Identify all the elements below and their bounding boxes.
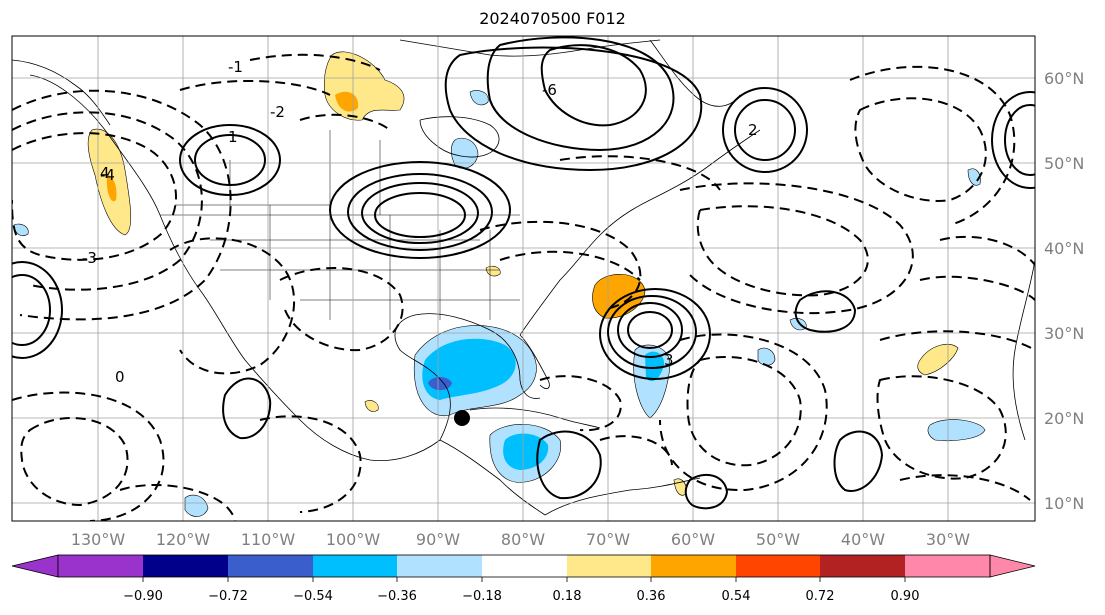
yucatan-marker xyxy=(454,410,470,426)
contour-label-2: 2 xyxy=(748,121,758,139)
shaded-regions xyxy=(13,51,986,517)
shade-pacific-lb-south xyxy=(184,494,209,517)
colorbar-tick-label-7: 0.36 xyxy=(637,589,666,604)
negative-contours xyxy=(12,53,1035,521)
colorbar-lower-extension xyxy=(11,554,59,578)
shade-pacific-orange xyxy=(106,177,117,202)
colorbar-swatch-11 xyxy=(905,555,990,577)
colorbar-swatch-10 xyxy=(820,555,905,577)
contour-label-1: 1 xyxy=(228,128,238,146)
colorbar-tick-label-9: 0.72 xyxy=(806,589,835,604)
longitude-axis: 130°W 120°W 110°W 100°W 90°W 80°W 70°W 6… xyxy=(71,530,970,549)
lon-label-40w: 40°W xyxy=(841,530,885,549)
contour-label-minus-6: -6 xyxy=(542,81,557,99)
colorbar-swatch-7 xyxy=(567,555,651,577)
shade-mexico-yellow xyxy=(364,400,379,412)
contour-label-minus-3: -3 xyxy=(82,249,97,267)
colorbar-tick-label-2: −0.72 xyxy=(208,589,248,604)
colorbar-swatch-1 xyxy=(58,555,143,577)
colorbar-swatch-6 xyxy=(482,555,567,577)
contour-label-0: 0 xyxy=(115,368,125,386)
lat-label-30n: 30°N xyxy=(1044,324,1084,343)
lon-label-110w: 110°W xyxy=(241,530,296,549)
colorbar-upper-extension xyxy=(989,554,1036,578)
shade-east-atlantic-light-blue xyxy=(927,419,986,441)
alaska xyxy=(12,59,111,126)
north-america-west-coast xyxy=(29,74,441,461)
south-america-north xyxy=(544,477,701,516)
colorbar-swatch-3 xyxy=(228,555,313,577)
lat-label-40n: 40°N xyxy=(1044,239,1084,258)
colorbar-tick-label-3: −0.54 xyxy=(293,589,333,604)
contour-label-minus-4: -4 xyxy=(100,166,115,184)
lon-label-120w: 120°W xyxy=(156,530,211,549)
colorbar-tick-label-10: 0.90 xyxy=(891,589,920,604)
lon-label-30w: 30°W xyxy=(926,530,970,549)
contour-label-minus-1: -1 xyxy=(228,58,243,76)
colorbar-tick-label-6: 0.18 xyxy=(553,589,582,604)
hudson-bay xyxy=(419,116,500,158)
lon-label-80w: 80°W xyxy=(501,530,545,549)
shade-atlantic-blue xyxy=(645,351,665,382)
colorbar-swatch-9 xyxy=(736,555,820,577)
positive-contours xyxy=(12,36,1035,510)
lon-label-90w: 90°W xyxy=(416,530,460,549)
colorbar-outline xyxy=(57,554,991,578)
lat-label-10n: 10°N xyxy=(1044,494,1084,513)
gulf-coast xyxy=(394,313,541,441)
shade-canada-orange xyxy=(335,91,359,112)
lon-label-60w: 60°W xyxy=(671,530,715,549)
colorbar-tick-label-1: −0.90 xyxy=(123,589,163,604)
shade-west-lb xyxy=(13,223,29,236)
lon-label-70w: 70°W xyxy=(586,530,630,549)
colorbar-ticks xyxy=(142,577,906,582)
colorbar-tick-label-4: −0.36 xyxy=(377,589,417,604)
contour-label-3: 3 xyxy=(664,351,674,369)
colorbar-swatch-4 xyxy=(313,555,397,577)
colorbar-swatch-2 xyxy=(143,555,228,577)
lat-label-60n: 60°N xyxy=(1044,69,1084,88)
shade-labrador-light-blue xyxy=(469,90,489,106)
lon-label-50w: 50°W xyxy=(756,530,800,549)
shade-hudson-light-blue xyxy=(450,137,479,169)
map-title: 2024070500 F012 xyxy=(479,9,626,28)
colorbar-tick-label-8: 0.54 xyxy=(722,589,751,604)
florida xyxy=(519,334,550,389)
west-africa xyxy=(1012,259,1035,441)
map-frame xyxy=(11,35,1036,522)
lon-label-100w: 100°W xyxy=(326,530,381,549)
contour-label-4: 4 xyxy=(100,164,110,182)
contour-labels: -1 -2 -3 -4 -6 1 2 3 4 0 xyxy=(82,58,758,386)
colorbar: −0.90 −0.72 −0.54 −0.36 −0.18 0.18 0.36 … xyxy=(11,554,1036,604)
lat-label-50n: 50°N xyxy=(1044,154,1084,173)
colorbar-tick-label-5: −0.18 xyxy=(462,589,502,604)
colorbar-swatch-8 xyxy=(651,555,736,577)
shade-east-atlantic-lb-2 xyxy=(757,347,776,366)
latitude-axis: 60°N 50°N 40°N 30°N 20°N 10°N xyxy=(1044,69,1084,513)
contour-label-minus-2: -2 xyxy=(270,103,285,121)
central-america xyxy=(439,439,546,516)
shade-greatlakes-yellow xyxy=(485,265,501,277)
lat-label-20n: 20°N xyxy=(1044,409,1084,428)
lon-label-130w: 130°W xyxy=(71,530,126,549)
colorbar-swatch-5 xyxy=(397,555,482,577)
